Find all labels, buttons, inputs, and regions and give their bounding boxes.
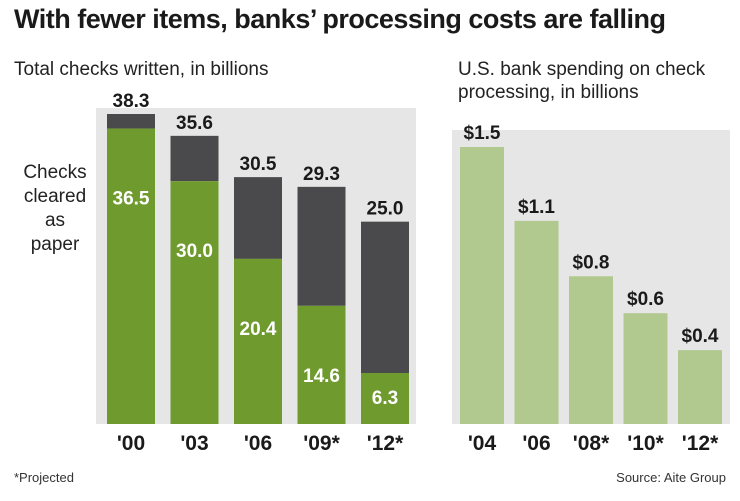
bar-other-0	[107, 114, 155, 129]
bar-other-4	[361, 221, 409, 374]
right-chart-subtitle-line1: U.S. bank spending on check	[458, 59, 706, 80]
side-label-line-1: cleared	[24, 186, 86, 207]
x-tick-left-0: '00	[117, 432, 145, 455]
bar-spending-4	[678, 350, 722, 424]
total-label-0: 38.3	[113, 91, 150, 112]
side-label-line-0: Checks	[23, 162, 86, 183]
x-tick-right-0: '04	[468, 432, 497, 455]
bar-paper-1	[170, 181, 219, 424]
x-tick-right-4: '12*	[682, 432, 719, 455]
paper-label-3: 14.6	[303, 366, 340, 387]
value-label-2: $0.8	[573, 252, 610, 273]
bar-spending-0	[460, 147, 504, 424]
x-tick-right-1: '06	[522, 432, 550, 455]
x-tick-left-2: '06	[244, 432, 272, 455]
bar-spending-2	[569, 276, 613, 424]
bar-paper-4	[361, 373, 409, 424]
total-label-4: 25.0	[367, 199, 404, 220]
total-label-1: 35.6	[176, 113, 213, 134]
total-label-2: 30.5	[240, 154, 277, 175]
value-label-4: $0.4	[682, 326, 719, 347]
x-tick-left-1: '03	[180, 432, 208, 455]
value-label-1: $1.1	[518, 197, 555, 218]
bar-other-3	[297, 186, 346, 306]
paper-label-0: 36.5	[113, 189, 150, 210]
x-tick-left-4: '12*	[367, 432, 404, 455]
bar-spending-3	[623, 313, 668, 424]
total-label-3: 29.3	[303, 164, 340, 185]
side-label-line-3: paper	[31, 234, 80, 255]
x-tick-right-2: '08*	[573, 432, 610, 455]
bar-other-2	[234, 177, 282, 259]
bar-other-1	[170, 135, 219, 182]
chart-title: With fewer items, banks’ processing cost…	[14, 4, 666, 34]
footnote: *Projected	[14, 470, 74, 485]
paper-label-4: 6.3	[372, 388, 398, 409]
value-label-3: $0.6	[627, 289, 664, 310]
value-label-0: $1.5	[464, 123, 501, 144]
bar-paper-2	[234, 258, 282, 424]
bar-paper-0	[107, 128, 155, 424]
bar-paper-3	[297, 305, 346, 424]
side-label-line-2: as	[45, 210, 65, 231]
x-tick-left-3: '09*	[303, 432, 340, 455]
paper-label-1: 30.0	[176, 241, 213, 262]
x-tick-right-3: '10*	[627, 432, 664, 455]
paper-label-2: 20.4	[240, 319, 277, 340]
right-chart-subtitle-line2: processing, in billions	[458, 82, 639, 103]
bar-spending-1	[514, 220, 559, 424]
source-note: Source: Aite Group	[616, 470, 726, 485]
left-chart-subtitle: Total checks written, in billions	[14, 59, 269, 80]
